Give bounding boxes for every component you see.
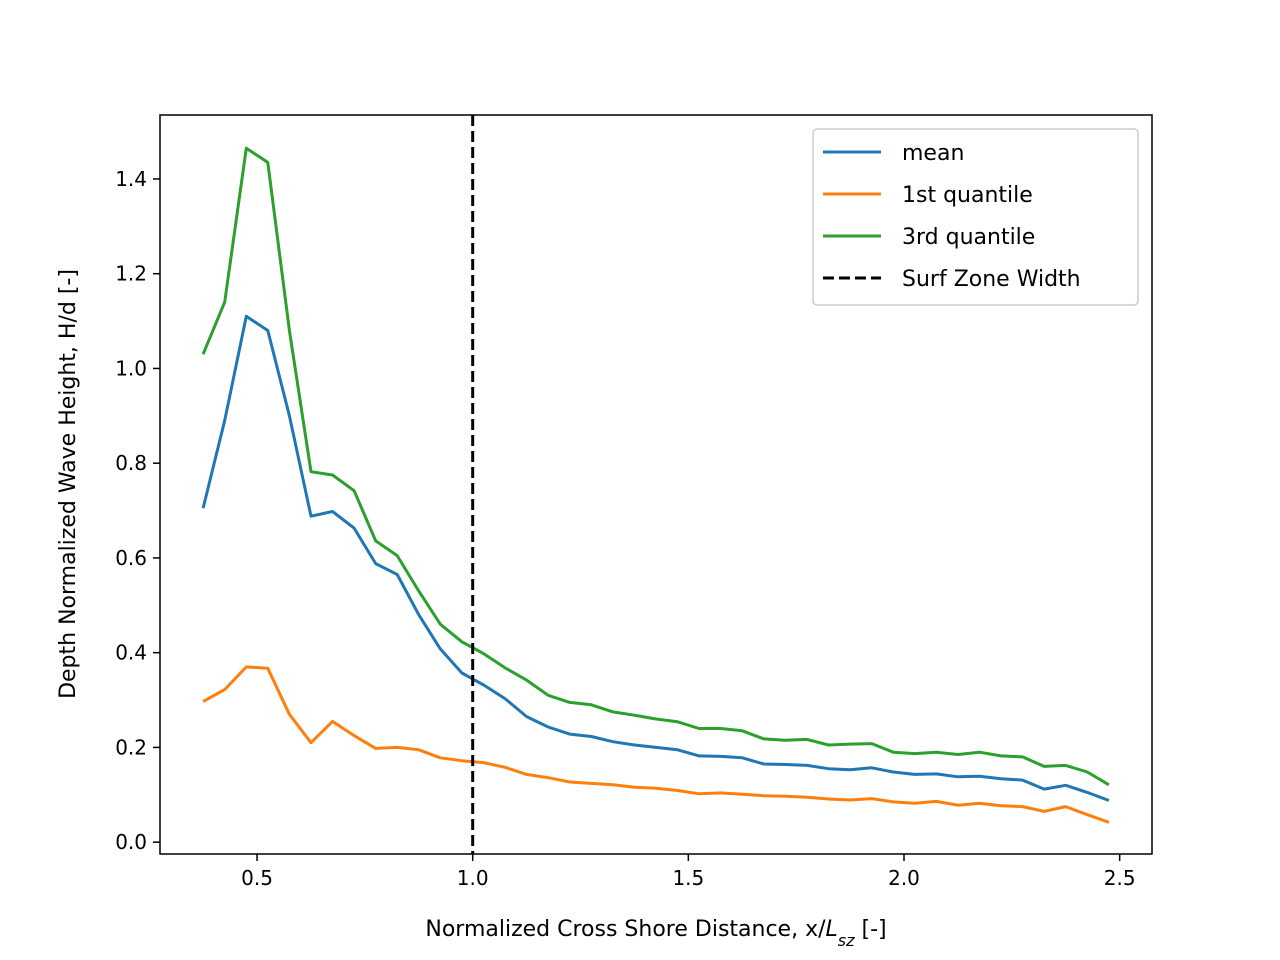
series-line-mean (201, 314, 1110, 802)
x-axis: 0.5 1.0 1.5 2.0 2.5 (241, 854, 1136, 890)
x-tick-label: 1.5 (672, 866, 704, 890)
y-axis: 0.0 0.2 0.4 0.6 0.8 1.0 1.2 1.4 (115, 167, 160, 854)
y-tick-label: 1.4 (115, 167, 147, 191)
series-line-3rd-quantile (201, 146, 1110, 787)
plot-content (201, 115, 1110, 854)
y-tick-label: 0.2 (115, 735, 147, 759)
legend: mean 1st quantile 3rd quantile Surf Zone… (812, 128, 1139, 306)
y-tick-label: 1.0 (115, 356, 147, 380)
legend-label-mean: mean (902, 141, 964, 166)
plot-frame (159, 114, 1153, 855)
x-tick-label: 2.5 (1104, 866, 1136, 890)
legend-label-surf-zone-width: Surf Zone Width (902, 267, 1081, 292)
x-axis-label: Normalized Cross Shore Distance, x/Lsz [… (425, 917, 886, 950)
x-tick-label: 0.5 (241, 866, 273, 890)
y-tick-label: 0.0 (115, 830, 147, 854)
legend-label-3rd-quantile: 3rd quantile (902, 225, 1035, 250)
legend-label-1st-quantile: 1st quantile (902, 183, 1033, 208)
y-tick-label: 0.6 (115, 546, 147, 570)
x-tick-label: 2.0 (888, 866, 920, 890)
series-line-1st-quantile (202, 665, 1110, 824)
y-tick-label: 1.2 (115, 262, 147, 286)
y-tick-label: 0.8 (115, 451, 147, 475)
legend-box (812, 128, 1139, 306)
y-tick-label: 0.4 (115, 641, 147, 665)
y-axis-label: Depth Normalized Wave Height, H/d [-] (56, 269, 81, 699)
x-tick-label: 1.0 (457, 866, 489, 890)
